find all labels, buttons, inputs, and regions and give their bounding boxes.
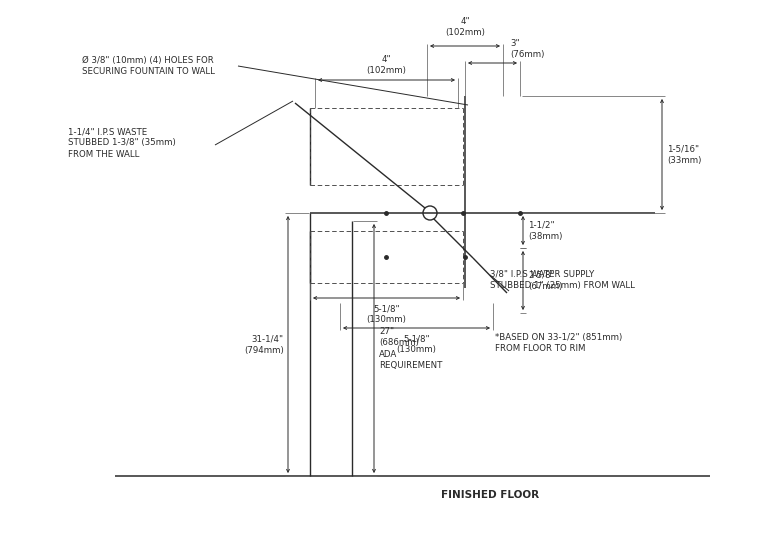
Text: *BASED ON 33-1/2" (851mm)
FROM FLOOR TO RIM: *BASED ON 33-1/2" (851mm) FROM FLOOR TO … — [495, 333, 622, 353]
Text: 5-1/8"
(130mm): 5-1/8" (130mm) — [397, 334, 436, 354]
Text: 4"
(102mm): 4" (102mm) — [367, 55, 407, 75]
Text: 2-5/8"
(67mm): 2-5/8" (67mm) — [528, 271, 562, 291]
Text: Ø 3/8" (10mm) (4) HOLES FOR
SECURING FOUNTAIN TO WALL: Ø 3/8" (10mm) (4) HOLES FOR SECURING FOU… — [82, 56, 215, 76]
Text: 1-5/16"
(33mm): 1-5/16" (33mm) — [667, 144, 701, 165]
Text: 27"
(686mm)
ADA
REQUIREMENT: 27" (686mm) ADA REQUIREMENT — [379, 327, 442, 370]
Text: 5-1/8"
(130mm): 5-1/8" (130mm) — [367, 304, 407, 324]
Text: 1-1/4" I.P.S WASTE
STUBBED 1-3/8" (35mm)
FROM THE WALL: 1-1/4" I.P.S WASTE STUBBED 1-3/8" (35mm)… — [68, 128, 176, 159]
Text: 4"
(102mm): 4" (102mm) — [445, 17, 485, 37]
Text: 31-1/4"
(794mm): 31-1/4" (794mm) — [245, 335, 284, 355]
Text: 3/8" I.P.S WATER SUPPLY
STUBBED 1" (25mm) FROM WALL: 3/8" I.P.S WATER SUPPLY STUBBED 1" (25mm… — [490, 270, 635, 290]
Text: FINISHED FLOOR: FINISHED FLOOR — [441, 490, 539, 500]
Text: 3"
(76mm): 3" (76mm) — [510, 39, 545, 59]
Text: 1-1/2"
(38mm): 1-1/2" (38mm) — [528, 221, 562, 240]
